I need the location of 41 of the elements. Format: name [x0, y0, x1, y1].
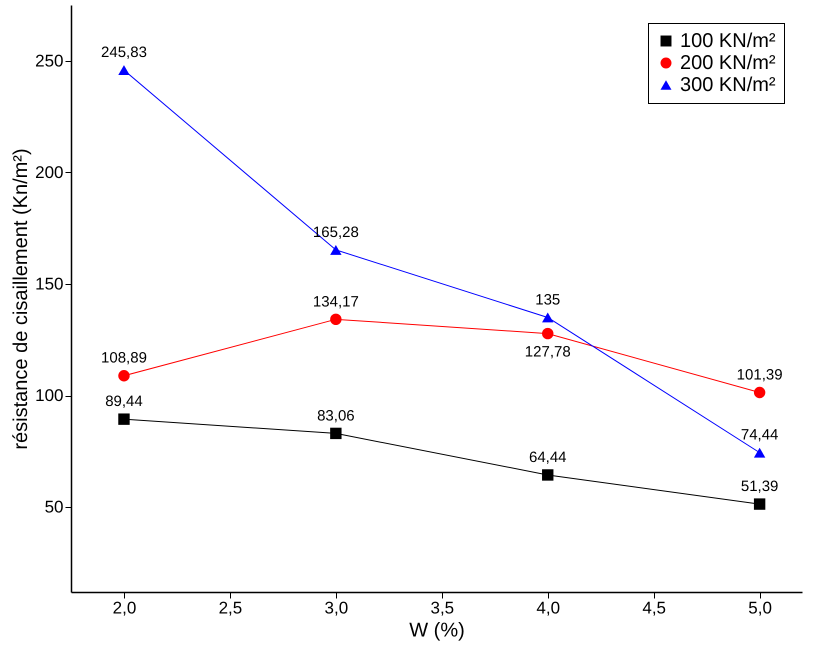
point	[542, 312, 554, 322]
legend-label: 300 KN/m²	[680, 74, 776, 96]
x-tick-label: 4,5	[642, 598, 666, 618]
point	[118, 370, 130, 382]
point	[754, 448, 766, 458]
point	[330, 314, 342, 326]
point	[118, 65, 130, 76]
data-label: 134,17	[312, 293, 359, 310]
x-tick-label: 3,5	[430, 598, 454, 618]
data-label: 64,44	[528, 448, 567, 466]
y-tick-label: 200	[35, 162, 64, 182]
data-label: 51,39	[740, 478, 778, 496]
point	[330, 244, 342, 255]
y-axis-title: résistance de cisaillement (Kn/m²)	[10, 148, 32, 450]
point	[542, 328, 554, 340]
y-tick-label: 50	[44, 498, 64, 517]
y-tick-label: 250	[35, 51, 64, 70]
point	[754, 386, 766, 398]
data-label: 108,89	[101, 350, 147, 367]
x-tick-label: 3,0	[324, 598, 348, 618]
data-label: 165,28	[312, 224, 359, 241]
legend-label: 100 KN/m²	[680, 30, 776, 52]
x-tick-label: 5,0	[748, 598, 772, 618]
data-label: 245,83	[101, 44, 147, 62]
x-axis-title: W (%)	[409, 620, 465, 642]
point	[330, 428, 342, 440]
data-label: 101,39	[736, 366, 783, 384]
data-label: 83,06	[317, 407, 355, 424]
y-tick-label: 150	[35, 274, 64, 294]
legend-label: 200 KN/m²	[680, 52, 776, 74]
x-tick-label: 2,0	[112, 598, 136, 618]
point	[118, 413, 130, 425]
y-tick-label: 100	[35, 386, 64, 406]
x-tick-label: 4,0	[536, 598, 560, 618]
point	[754, 498, 766, 510]
data-label: 135	[535, 291, 560, 308]
data-label: 127,78	[524, 344, 571, 361]
point	[542, 469, 554, 481]
data-label: 89,44	[105, 393, 143, 410]
x-tick-label: 2,5	[218, 598, 242, 618]
data-label: 74,44	[740, 426, 778, 444]
